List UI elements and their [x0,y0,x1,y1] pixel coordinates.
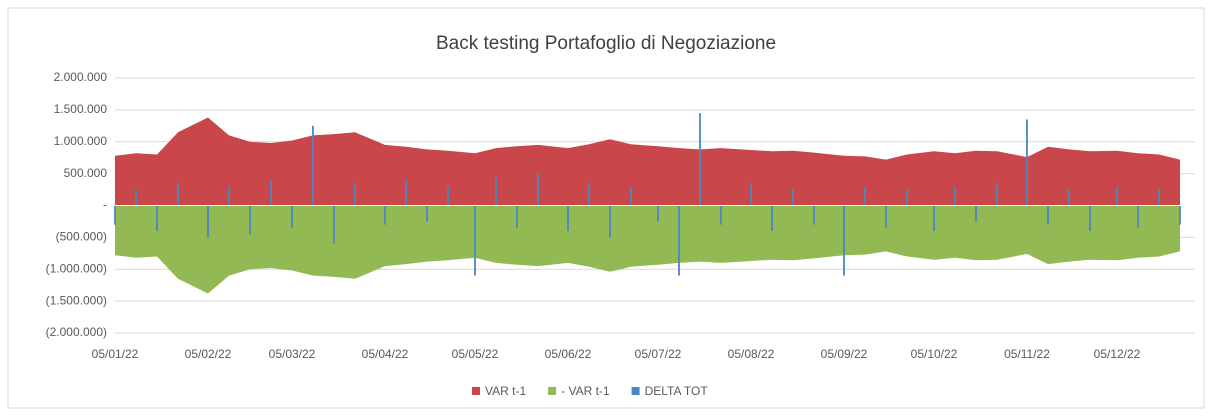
legend-swatch [472,387,480,395]
x-tick-label: 05/06/22 [545,347,592,361]
y-tick-label: 500.000 [64,166,108,180]
area [115,205,1180,294]
x-tick-label: 05/04/22 [362,347,409,361]
y-tick-label: - [103,198,107,212]
legend-label: - VAR t-1 [561,384,610,398]
x-tick-label: 05/08/22 [728,347,775,361]
y-tick-label: (500.000) [56,230,107,244]
x-tick-label: 05/11/22 [1004,347,1050,361]
x-tick-label: 05/10/22 [911,347,958,361]
y-tick-label: 1.000.000 [54,134,108,148]
y-tick-label: 2.000.000 [54,70,108,84]
area [115,117,1180,206]
x-tick-label: 05/12/22 [1094,347,1141,361]
legend-label: DELTA TOT [645,384,709,398]
x-tick-label: 05/05/22 [452,347,499,361]
legend-label: VAR t-1 [485,384,526,398]
y-tick-label: (2.000.000) [46,325,107,339]
legend-swatch [631,387,640,395]
y-tick-label: 1.500.000 [54,102,108,116]
y-tick-label: (1.000.000) [46,261,107,275]
legend-swatch [548,387,557,395]
x-tick-label: 05/09/22 [821,347,868,361]
x-tick-label: 05/01/22 [92,347,139,361]
x-tick-label: 05/03/22 [269,347,316,361]
x-tick-label: 05/02/22 [185,347,232,361]
x-tick-label: 05/07/22 [635,347,682,361]
y-tick-label: (1.500.000) [46,293,107,307]
chart-title: Back testing Portafoglio di Negoziazione [436,33,776,54]
